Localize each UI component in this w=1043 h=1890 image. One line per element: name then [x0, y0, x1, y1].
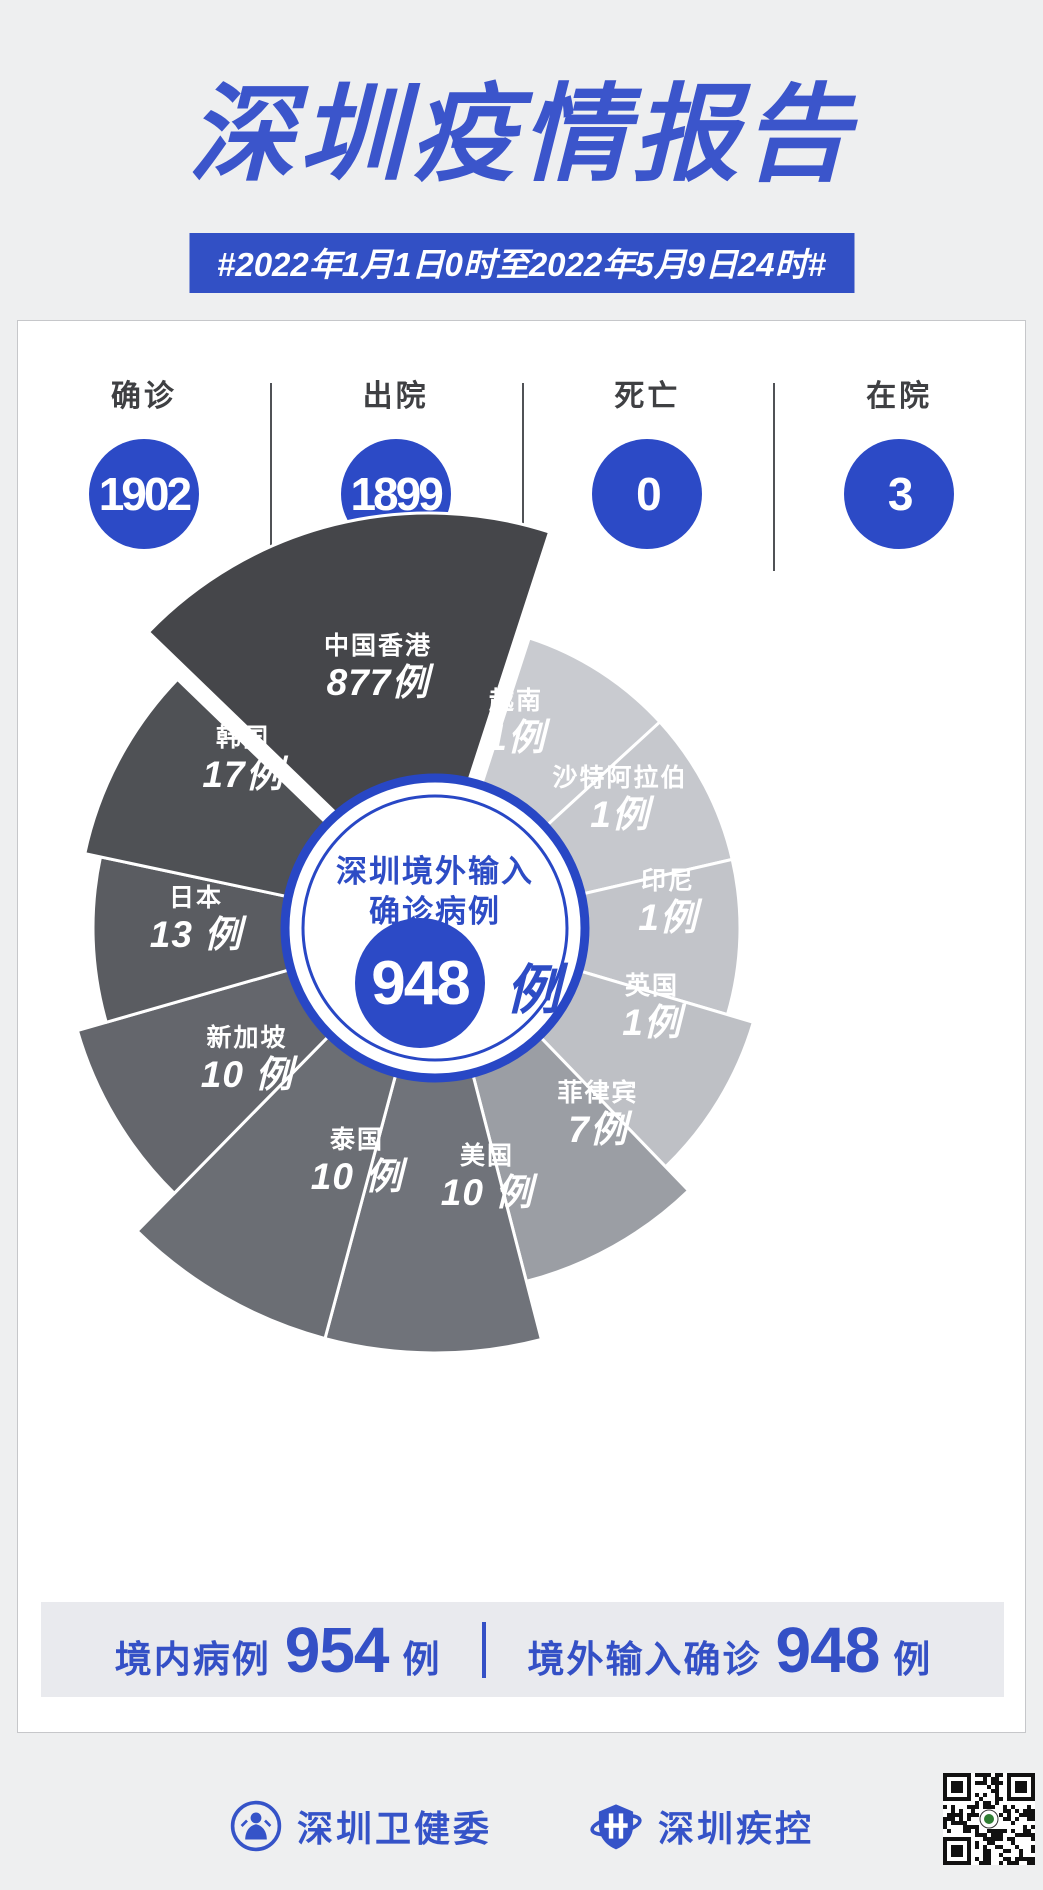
footer: 深圳卫健委 深圳疾控: [0, 1786, 1043, 1866]
imported-cases-group: 境外输入确诊 948 例: [528, 1613, 931, 1687]
stat-deaths: 死亡 0: [522, 321, 774, 591]
stat-value-badge: 0: [592, 439, 703, 549]
stat-label: 死亡: [614, 380, 681, 413]
stat-divider: [773, 383, 776, 571]
imported-cases-value: 948: [775, 1613, 881, 1686]
stat-label: 确诊: [110, 380, 177, 413]
stat-divider: [521, 383, 524, 571]
org-cdc: 深圳疾控: [588, 1799, 814, 1853]
summary-bar: 境内病例 954 例 境外输入确诊 948 例: [41, 1602, 1004, 1697]
report-period-banner: #2022年1月1日0时至2022年5月9日24时#: [188, 233, 855, 293]
donut-inner-ring: [301, 794, 569, 1062]
donut-total-badge: 948: [355, 918, 485, 1048]
stat-value-badge: 3: [844, 439, 955, 549]
org-health-commission-name: 深圳卫健委: [296, 1808, 492, 1849]
imported-cases-label: 境外输入确诊: [527, 1638, 762, 1680]
stat-divider: [269, 383, 272, 571]
org-health-commission: 深圳卫健委: [229, 1799, 492, 1853]
qr-code: [943, 1773, 1035, 1865]
summary-divider: [481, 1621, 486, 1678]
domestic-cases-label: 境内病例: [114, 1638, 271, 1680]
pie-segment-japan: [91, 855, 436, 1025]
health-commission-logo-icon: [230, 1800, 282, 1852]
stat-in-hospital: 在院 3: [773, 321, 1025, 591]
domestic-cases-value: 954: [284, 1613, 390, 1686]
domestic-cases-unit: 例: [402, 1638, 440, 1680]
cdc-logo-icon: [590, 1804, 642, 1850]
stat-confirmed: 确诊 1902: [18, 321, 270, 591]
stat-value-badge: 1902: [88, 439, 199, 549]
domestic-cases-group: 境内病例 954 例: [115, 1613, 440, 1687]
donut-total-unit: 例: [506, 960, 560, 1021]
stat-label: 在院: [866, 380, 933, 413]
stat-label: 出院: [362, 380, 429, 413]
imported-cases-unit: 例: [893, 1638, 931, 1680]
pie-segment-usa: [323, 922, 544, 1355]
org-cdc-name: 深圳疾控: [658, 1808, 815, 1849]
donut-title-line1: 深圳境外输入: [336, 854, 534, 889]
donut-center: 深圳境外输入 确诊病例 948 例: [285, 778, 585, 1078]
page-title: 深圳疫情报告: [188, 76, 855, 194]
